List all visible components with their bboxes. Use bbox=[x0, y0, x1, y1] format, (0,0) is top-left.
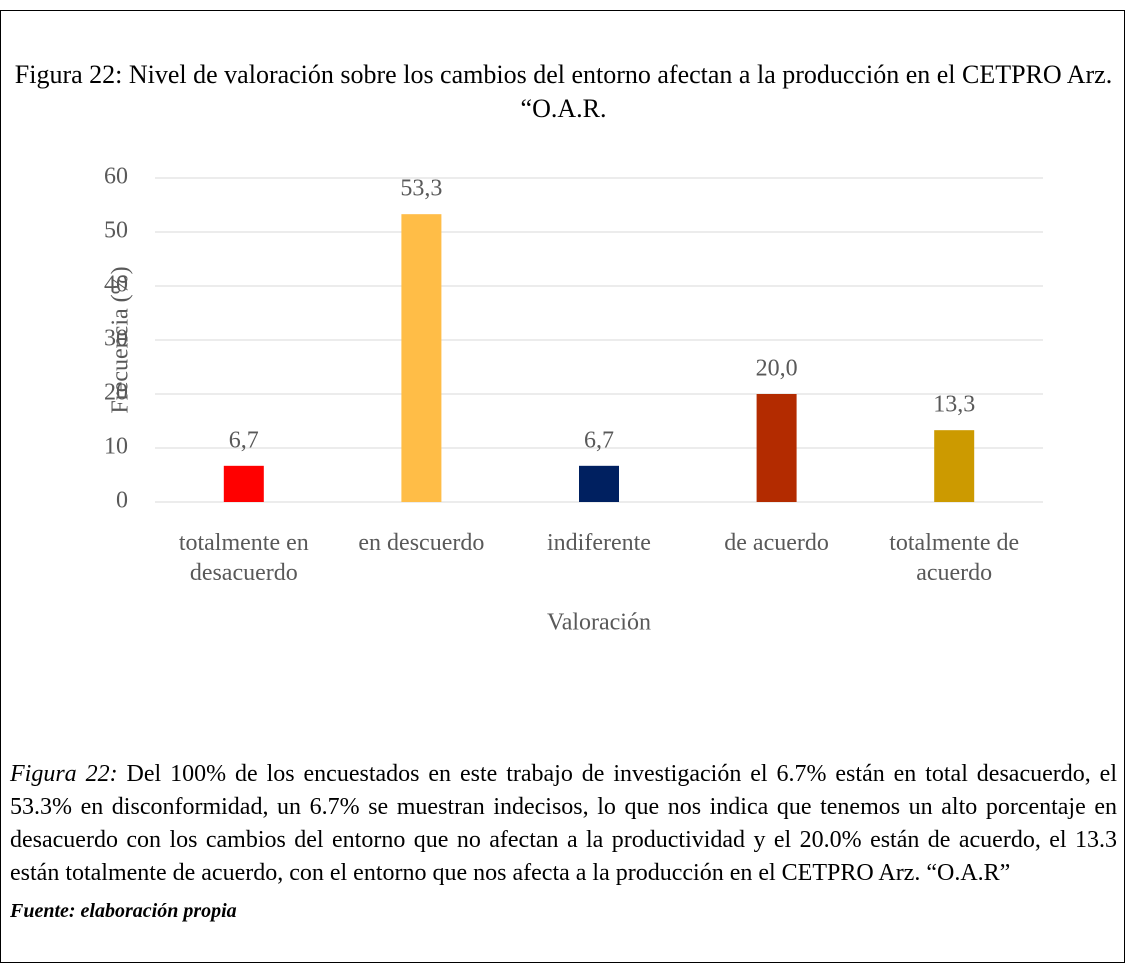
y-axis-label: Frecuencia (%) bbox=[108, 266, 134, 413]
y-tick-label: 60 bbox=[104, 164, 128, 190]
x-tick-label: de acuerdo bbox=[724, 530, 829, 556]
bar bbox=[756, 394, 797, 502]
data-label: 53,3 bbox=[400, 176, 442, 202]
x-tick-label: totalmente de acuerdo bbox=[889, 530, 1020, 586]
x-tick-label: indiferente bbox=[547, 530, 651, 556]
y-tick-label: 20 bbox=[104, 380, 128, 406]
data-label: 6,7 bbox=[584, 427, 614, 453]
y-tick-label: 10 bbox=[104, 434, 128, 460]
bar bbox=[223, 465, 264, 502]
caption-text: Del 100% de los encuestados en este trab… bbox=[10, 761, 1117, 886]
source: Fuente: elaboración propia bbox=[10, 900, 237, 922]
data-label: 20,0 bbox=[756, 356, 798, 382]
x-axis-label: Valoración bbox=[547, 610, 651, 636]
caption: Figura 22: Del 100% de los encuestados e… bbox=[10, 758, 1117, 890]
bar bbox=[401, 214, 442, 502]
y-tick-label: 40 bbox=[104, 272, 128, 298]
y-tick-label: 50 bbox=[104, 218, 128, 244]
frame bbox=[0, 10, 1125, 963]
chart-title: Figura 22: Nivel de valoración sobre los… bbox=[14, 60, 1113, 123]
y-tick-label: 0 bbox=[116, 488, 128, 514]
bar bbox=[934, 430, 975, 502]
x-tick-label: totalmente en desacuerdo bbox=[178, 530, 309, 586]
data-label: 6,7 bbox=[229, 427, 259, 453]
y-tick-label: 30 bbox=[104, 326, 128, 352]
data-label: 13,3 bbox=[933, 392, 975, 418]
x-tick-label: en descuerdo bbox=[358, 530, 485, 556]
caption-label: Figura 22: bbox=[10, 761, 118, 787]
bar bbox=[579, 465, 619, 502]
